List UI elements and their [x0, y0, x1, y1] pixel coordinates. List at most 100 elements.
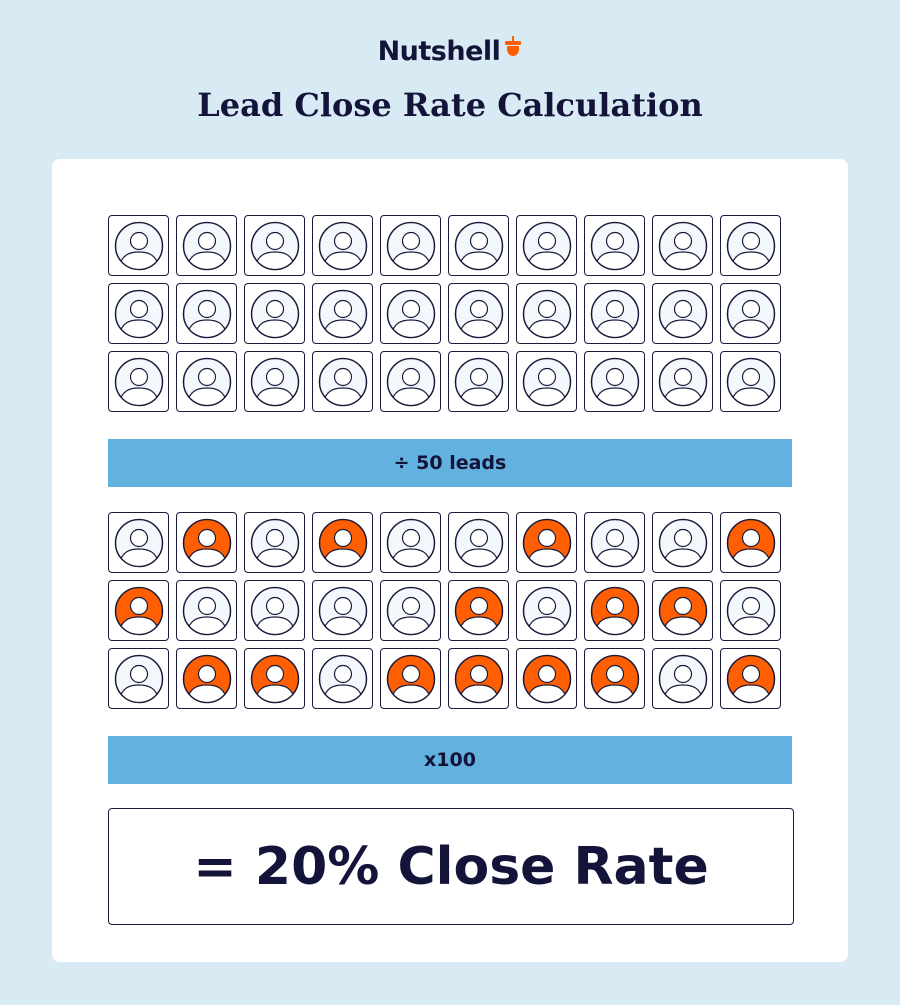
person-icon — [726, 289, 775, 338]
closed-lead-tile — [584, 648, 645, 709]
closed-person-icon — [454, 586, 503, 635]
person-icon — [250, 221, 299, 270]
person-icon — [726, 586, 775, 635]
closed-person-icon — [726, 518, 775, 567]
lead-tile — [312, 648, 373, 709]
lead-tile — [516, 351, 577, 412]
person-icon — [250, 289, 299, 338]
person-icon — [250, 357, 299, 406]
person-icon — [522, 289, 571, 338]
closed-person-icon — [726, 654, 775, 703]
lead-tile — [176, 580, 237, 641]
brand-logo: Nutshell — [0, 36, 900, 68]
person-icon — [522, 586, 571, 635]
closed-person-icon — [590, 654, 639, 703]
tile-row — [108, 283, 798, 344]
tile-row — [108, 648, 798, 709]
person-icon — [522, 357, 571, 406]
lead-tile — [108, 648, 169, 709]
brand-name: Nutshell — [377, 36, 501, 67]
closed-person-icon — [114, 586, 163, 635]
lead-tile — [108, 283, 169, 344]
person-icon — [318, 289, 367, 338]
lead-tile — [312, 580, 373, 641]
closed-lead-tile — [312, 512, 373, 573]
closed-person-icon — [522, 518, 571, 567]
person-icon — [182, 289, 231, 338]
closed-lead-tile — [516, 648, 577, 709]
lead-tile — [584, 512, 645, 573]
closed-lead-tile — [380, 648, 441, 709]
lead-tile — [312, 215, 373, 276]
person-icon — [250, 586, 299, 635]
lead-tile — [176, 283, 237, 344]
closed-person-icon — [250, 654, 299, 703]
person-icon — [454, 518, 503, 567]
closed-lead-tile — [448, 580, 509, 641]
person-icon — [590, 221, 639, 270]
person-icon — [658, 289, 707, 338]
lead-tile — [652, 351, 713, 412]
person-icon — [386, 289, 435, 338]
person-icon — [454, 357, 503, 406]
person-icon — [658, 654, 707, 703]
lead-tile — [312, 283, 373, 344]
person-icon — [114, 518, 163, 567]
closed-person-icon — [182, 654, 231, 703]
closed-person-icon — [182, 518, 231, 567]
lead-tile — [380, 580, 441, 641]
all-leads-grid — [108, 215, 798, 419]
lead-tile — [652, 648, 713, 709]
person-icon — [658, 357, 707, 406]
closed-lead-tile — [720, 512, 781, 573]
closed-lead-tile — [720, 648, 781, 709]
lead-tile — [108, 215, 169, 276]
person-icon — [182, 221, 231, 270]
tile-row — [108, 215, 798, 276]
person-icon — [386, 586, 435, 635]
lead-tile — [380, 512, 441, 573]
person-icon — [250, 518, 299, 567]
closed-lead-tile — [244, 648, 305, 709]
lead-tile — [312, 351, 373, 412]
acorn-icon — [504, 34, 522, 65]
lead-tile — [176, 351, 237, 412]
person-icon — [658, 518, 707, 567]
person-icon — [386, 221, 435, 270]
person-icon — [182, 357, 231, 406]
person-icon — [590, 518, 639, 567]
person-icon — [318, 586, 367, 635]
lead-tile — [652, 512, 713, 573]
closed-person-icon — [318, 518, 367, 567]
person-icon — [454, 221, 503, 270]
closed-lead-tile — [584, 580, 645, 641]
multiply-bar: x100 — [108, 736, 792, 784]
closed-person-icon — [386, 654, 435, 703]
lead-tile — [516, 215, 577, 276]
person-icon — [726, 357, 775, 406]
lead-tile — [380, 351, 441, 412]
lead-tile — [584, 283, 645, 344]
lead-tile — [516, 580, 577, 641]
lead-tile — [244, 512, 305, 573]
lead-tile — [448, 215, 509, 276]
closed-lead-tile — [448, 648, 509, 709]
lead-tile — [720, 283, 781, 344]
person-icon — [454, 289, 503, 338]
person-icon — [522, 221, 571, 270]
closed-leads-grid — [108, 512, 798, 716]
tile-row — [108, 512, 798, 573]
page-title: Lead Close Rate Calculation — [197, 86, 703, 124]
lead-tile — [244, 215, 305, 276]
closed-lead-tile — [652, 580, 713, 641]
closed-lead-tile — [516, 512, 577, 573]
lead-tile — [244, 351, 305, 412]
lead-tile — [448, 351, 509, 412]
person-icon — [114, 654, 163, 703]
tile-row — [108, 351, 798, 412]
closed-person-icon — [522, 654, 571, 703]
lead-tile — [720, 215, 781, 276]
person-icon — [114, 221, 163, 270]
person-icon — [114, 289, 163, 338]
lead-tile — [176, 215, 237, 276]
